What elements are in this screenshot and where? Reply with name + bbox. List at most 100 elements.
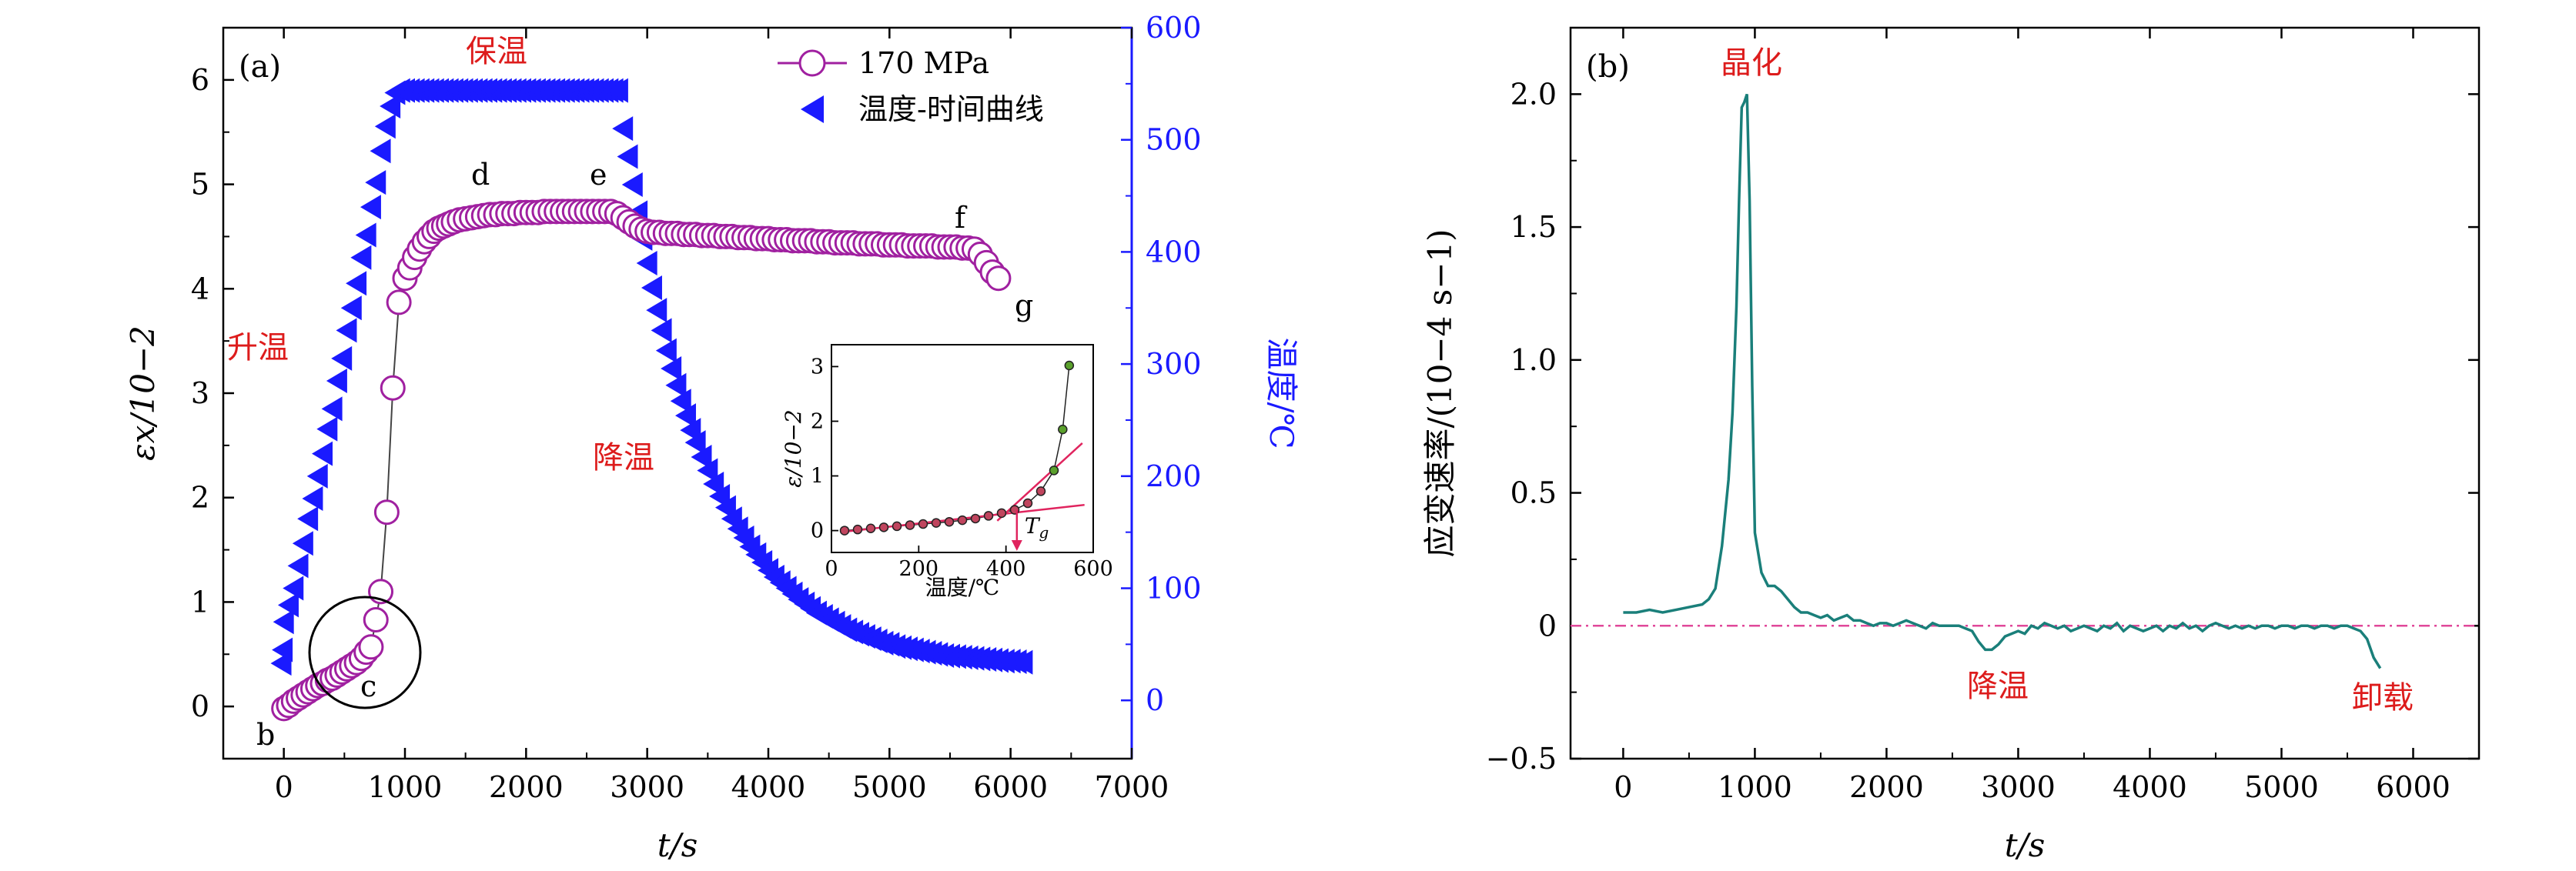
panel-a-right-y-tick-label: 100 <box>1146 572 1202 606</box>
panel-a-right-y-tick-label: 300 <box>1146 347 1202 381</box>
tg-label: Tg <box>1025 513 1049 542</box>
panel-a-right-y-tick-label: 0 <box>1146 683 1164 717</box>
temperature-point <box>287 553 309 579</box>
panel-a-x-tick-label: 5000 <box>852 770 927 804</box>
panel-a-right-y-axis-title: 温度/℃ <box>1263 337 1300 449</box>
panel-a-x-tick-label: 2000 <box>489 770 564 804</box>
inset-y-tick-label: 0 <box>811 519 824 543</box>
panel-b-label: (b) <box>1586 49 1630 85</box>
panel-a-x-tick-label: 0 <box>275 770 293 804</box>
point-label-f: f <box>955 201 968 235</box>
panel-a-left-y-tick-label: 3 <box>191 376 209 410</box>
panel-b-y-tick-label: 0 <box>1538 609 1557 642</box>
temperature-point <box>1012 649 1033 675</box>
annotation-unloading: 卸载 <box>2352 680 2414 716</box>
strain-point <box>985 265 1012 292</box>
inset-plot: 0 200 400 600 0 1 2 3 Tg 温度/℃ ε/10−2 <box>781 344 1113 600</box>
panel-a-left-y-ticks: 0 1 2 3 4 5 6 <box>191 27 234 759</box>
annotation-crystallization: 晶化 <box>1721 45 1782 81</box>
inset-y-tick-label: 1 <box>811 465 824 489</box>
panel-a-left-y-tick-label: 5 <box>191 168 209 202</box>
panel-b-y-tick-label: 1.5 <box>1510 210 1557 244</box>
temperature-point <box>607 78 628 103</box>
inset-point <box>905 520 915 530</box>
temperature-point <box>340 295 362 321</box>
strain-point <box>363 607 389 632</box>
panel-a-left-y-tick-label: 1 <box>191 585 209 619</box>
temperature-point <box>365 170 386 195</box>
panel-a-right-y-tick-label: 200 <box>1146 459 1202 493</box>
panel-b-x-tick-label: 0 <box>1614 770 1632 804</box>
point-label-e: e <box>590 158 607 192</box>
inset-point <box>983 511 994 521</box>
temperature-point <box>374 114 396 139</box>
inset-ticks: 0 200 400 600 0 1 2 3 <box>811 355 1113 581</box>
panel-b-y-tick-label: 2.0 <box>1510 77 1557 111</box>
temperature-point <box>331 345 353 371</box>
panel-a-left-y-tick-label: 6 <box>191 63 209 97</box>
strain-point <box>380 375 406 401</box>
panel-a-x-axis-title: t/s <box>657 826 698 864</box>
panel-a-x-ticks: 0 1000 2000 3000 4000 5000 6000 7000 <box>222 28 1169 804</box>
point-label-c: c <box>360 669 376 703</box>
panel-a-x-tick-label: 7000 <box>1095 770 1169 804</box>
temperature-series <box>270 78 1033 676</box>
temperature-point <box>326 368 347 393</box>
panel-b-x-tick-label: 6000 <box>2376 770 2451 804</box>
panel-a-legend: 170 MPa 温度-时间曲线 <box>778 46 1044 126</box>
legend-temp-marker <box>801 95 824 123</box>
panel-b-x-ticks: 0 1000 2000 3000 4000 5000 6000 <box>1614 28 2451 804</box>
temperature-point <box>380 93 401 118</box>
inset-point <box>878 522 889 532</box>
legend-strain-label: 170 MPa <box>858 46 989 80</box>
temperature-point <box>697 458 718 483</box>
panel-b-y-ticks: −0.5 0 0.5 1.0 1.5 2.0 <box>1486 27 2479 776</box>
annotation-holding: 保温 <box>466 34 527 69</box>
inset-point <box>944 516 955 527</box>
inset-y-tick-label: 2 <box>811 409 824 433</box>
temperature-point <box>651 318 672 343</box>
inset-point <box>892 521 902 532</box>
panel-a-x-tick-label: 1000 <box>368 770 443 804</box>
temperature-point <box>612 116 634 142</box>
panel-b-y-axis-title: 应变速率/(10−4 s−1) <box>1421 229 1459 557</box>
panel-a-right-y-ticks: 0 100 200 300 400 500 600 <box>1121 11 1202 717</box>
inset-point <box>918 519 928 529</box>
temperature-point <box>283 576 304 601</box>
point-label-g: g <box>1015 289 1033 322</box>
inset-x-tick-label: 0 <box>825 557 838 581</box>
legend-strain-marker <box>798 49 826 77</box>
temperature-point <box>346 271 367 296</box>
strain-point <box>386 289 412 315</box>
temperature-point <box>360 195 381 220</box>
inset-x-tick-label: 400 <box>986 557 1026 581</box>
temperature-point <box>684 430 706 456</box>
inset-point <box>931 518 942 528</box>
panel-b: 0 1000 2000 3000 4000 5000 6000 −0.5 0 0.5 1.0 1.5… <box>1421 26 2481 864</box>
inset-point <box>1049 466 1059 476</box>
temperature-point <box>277 592 299 618</box>
temperature-point <box>703 472 724 497</box>
temperature-point <box>636 250 657 275</box>
inset-point <box>865 523 876 533</box>
temperature-point <box>273 609 294 635</box>
temperature-point <box>691 445 712 470</box>
panel-a-right-y-tick-label: 600 <box>1146 11 1202 45</box>
panel-a-x-tick-label: 4000 <box>731 770 806 804</box>
panel-b-x-tick-label: 4000 <box>2113 770 2187 804</box>
panel-b-y-tick-label: 0.5 <box>1510 476 1557 510</box>
temperature-point <box>670 389 691 414</box>
panel-b-x-axis-title: t/s <box>2005 826 2046 864</box>
panel-b-y-tick-label: 1.0 <box>1510 343 1557 377</box>
panel-b-x-tick-label: 2000 <box>1849 770 1924 804</box>
panel-a-right-y-tick-label: 400 <box>1146 235 1202 269</box>
inset-point <box>957 515 968 526</box>
temperature-point <box>655 338 677 363</box>
panel-a-left-y-tick-label: 2 <box>191 481 209 515</box>
panel-b-x-tick-label: 3000 <box>1981 770 2056 804</box>
inset-point <box>852 524 863 535</box>
strain-series <box>271 199 1012 722</box>
temperature-point <box>617 144 638 169</box>
